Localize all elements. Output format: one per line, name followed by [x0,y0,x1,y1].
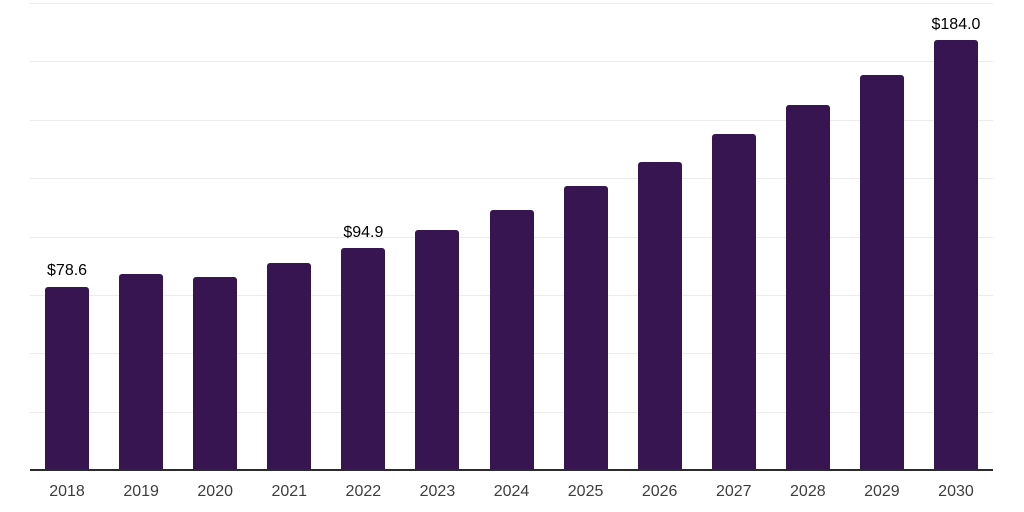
bar-2022 [341,248,386,470]
gridline [30,119,993,121]
plot-area: $78.6 $94.9 $184.0 [30,3,993,471]
bar-slot [771,3,845,470]
bar-value-label-2018: $78.6 [47,262,88,280]
x-axis-label-2020: 2020 [197,483,233,500]
bar-slot [697,3,771,470]
bar-2024 [489,209,534,470]
x-axis-label-2021: 2021 [271,483,308,500]
bar-slot [252,3,326,470]
bar-slot: $184.0 [919,3,993,470]
gridline [30,3,993,4]
bar-2026 [637,162,682,470]
bar-2025 [563,186,608,470]
bar-2019 [119,274,164,470]
bar-2029 [859,74,904,470]
bar-2030 [933,40,978,470]
bar-slot [549,3,623,470]
x-axis-label-2022: 2022 [345,483,382,500]
bar-2020 [193,276,238,470]
x-axis-labels: 2018 2019 2020 2021 2022 2023 2024 2025 2026 2027… [30,483,993,507]
gridline [30,178,993,180]
x-axis-label-2028: 2028 [790,483,826,500]
x-axis-label-2029: 2029 [864,483,900,500]
x-axis-label-2018: 2018 [49,483,85,500]
bar-value-label-2022: $94.9 [343,224,384,242]
x-axis-label-2027: 2027 [715,483,752,500]
x-axis-label-2024: 2024 [493,483,530,500]
gridline [30,61,993,63]
x-axis-label-2026: 2026 [641,483,678,500]
x-axis-label-2023: 2023 [419,483,456,500]
bar-value-label-2030: $184.0 [931,16,981,34]
bar-slot [104,3,178,470]
x-axis-label-2019: 2019 [123,483,159,500]
bar-slot [474,3,548,470]
bar-2021 [267,263,312,470]
bar-slot [178,3,252,470]
bar-slot: $94.9 [326,3,400,470]
bar-slot [623,3,697,470]
bar-2027 [711,133,756,470]
x-axis-label-2025: 2025 [567,483,604,500]
bar-2028 [785,104,830,470]
bar-2018 [45,286,90,470]
x-axis-line [30,469,993,471]
bar-2023 [415,230,460,470]
bars-container: $78.6 $94.9 $184.0 [30,3,993,470]
bar-slot: $78.6 [30,3,104,470]
x-axis-label-2030: 2030 [938,483,974,500]
bar-slot [845,3,919,470]
bar-slot [400,3,474,470]
